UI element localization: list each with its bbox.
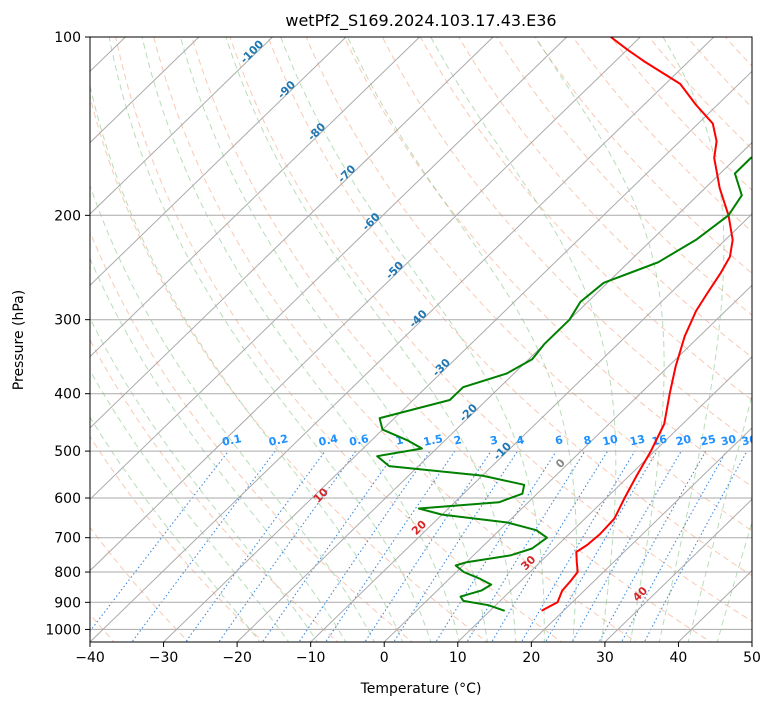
y-axis-label: Pressure (hPa): [11, 290, 27, 390]
dry-adiabat-line: [90, 94, 488, 642]
chart-title: wetPf2_S169.2024.103.17.43.E36: [285, 11, 556, 31]
mixing-ratio-label: 1: [394, 433, 404, 447]
mixing-ratio-label: 2: [453, 433, 463, 447]
mixing-ratio-line: [184, 450, 326, 642]
mixing-ratio-label: 0.1: [221, 432, 243, 449]
isotherm-line: [310, 213, 752, 642]
mixing-ratio-label: 1.5: [422, 432, 444, 449]
mixing-ratio-label: 8: [582, 433, 592, 447]
moist-adiabat-line: [90, 184, 375, 642]
isotherm-line: [90, 37, 420, 358]
isotherm-line: [90, 37, 273, 215]
x-axis-label: Temperature (°C): [360, 681, 482, 697]
mixing-ratio-line: [325, 450, 456, 642]
mixing-ratio-line: [218, 450, 357, 642]
x-tick-label: 30: [596, 650, 614, 666]
isotherm-line: [90, 37, 200, 144]
plot-frame: [89, 36, 753, 643]
isotherm-line: [90, 37, 494, 429]
dry-adiabat-line: [751, 24, 775, 645]
mixing-ratio-line: [298, 450, 431, 642]
mixing-ratio-label: 0.4: [317, 432, 339, 449]
dry-adiabat-line: [305, 37, 752, 532]
mixing-ratio-line: [544, 450, 658, 642]
isotherm-line: [90, 37, 568, 501]
x-tick-label: 50: [743, 650, 761, 666]
mixing-ratio-label: 4: [515, 433, 526, 447]
mixing-ratio-label: 25: [699, 433, 717, 449]
isotherm-line: [163, 70, 752, 642]
x-tick-label: −20: [222, 650, 252, 666]
mixing-ratio-label: 36: [740, 432, 758, 448]
x-tick-label: −30: [149, 650, 179, 666]
mixing-ratio-line: [466, 450, 586, 642]
isotherm-line: [530, 427, 752, 642]
y-tick-label: 900: [54, 595, 81, 611]
y-tick-label: 600: [54, 491, 81, 507]
isotherm-line: [90, 37, 641, 572]
mixing-ratio-line: [435, 450, 557, 642]
dewpoint-profile: [376, 156, 752, 612]
mixing-ratio-line: [620, 450, 727, 642]
isotherm-line: [604, 498, 752, 642]
y-tick-label: 700: [54, 531, 81, 547]
x-tick-label: 0: [380, 650, 389, 666]
mixing-ratio-label: 6: [554, 433, 565, 447]
dry-adiabat-line: [267, 37, 752, 577]
x-tick-label: 40: [670, 650, 688, 666]
profiles: [376, 37, 752, 612]
mixing-ratio-line: [364, 450, 492, 642]
isotherm-line: [751, 641, 752, 642]
mixing-ratio-label: 13: [629, 433, 647, 449]
x-tick-label: 10: [449, 650, 467, 666]
dry-adiabat-line: [229, 37, 752, 622]
moist-adiabat-line: [90, 83, 404, 642]
y-tick-label: 400: [54, 387, 81, 403]
y-tick-label: 500: [54, 444, 81, 460]
mixing-ratio-label: 30: [720, 432, 738, 448]
temperature-profile: [541, 37, 734, 612]
mixing-ratio-label: 0.6: [348, 432, 370, 449]
isotherm-line: [90, 37, 347, 286]
y-tick-label: 1000: [45, 622, 81, 638]
mixing-ratio-label: 3: [489, 433, 499, 447]
x-tick-label: 20: [522, 650, 540, 666]
mixing-ratio-line: [520, 450, 636, 642]
y-tick-label: 300: [54, 313, 81, 329]
x-tick-label: −40: [75, 650, 105, 666]
x-axis: −40 −30 −20 −10 0 10 20 30 40 50: [75, 642, 761, 666]
grid: [90, 37, 752, 642]
mixing-ratio-line: [393, 450, 519, 642]
mixing-ratio-label: 0.2: [268, 432, 290, 449]
y-axis: 100 200 300 400 500 600 700 800 900 1000: [45, 30, 90, 638]
mixing-ratio-label: 20: [675, 432, 693, 448]
dry-adiabat-line: [191, 37, 712, 642]
x-tick-label: −10: [296, 650, 326, 666]
y-tick-label: 100: [54, 30, 81, 46]
isotherm-line: [457, 355, 752, 642]
mixing-ratio-label: 10: [601, 432, 619, 448]
y-tick-label: 800: [54, 565, 81, 581]
mixing-ratio-line: [90, 450, 229, 633]
isotherm-line: [90, 37, 715, 642]
isotherm-line: [383, 284, 752, 642]
plot-background: [90, 37, 752, 642]
y-tick-label: 200: [54, 208, 81, 224]
